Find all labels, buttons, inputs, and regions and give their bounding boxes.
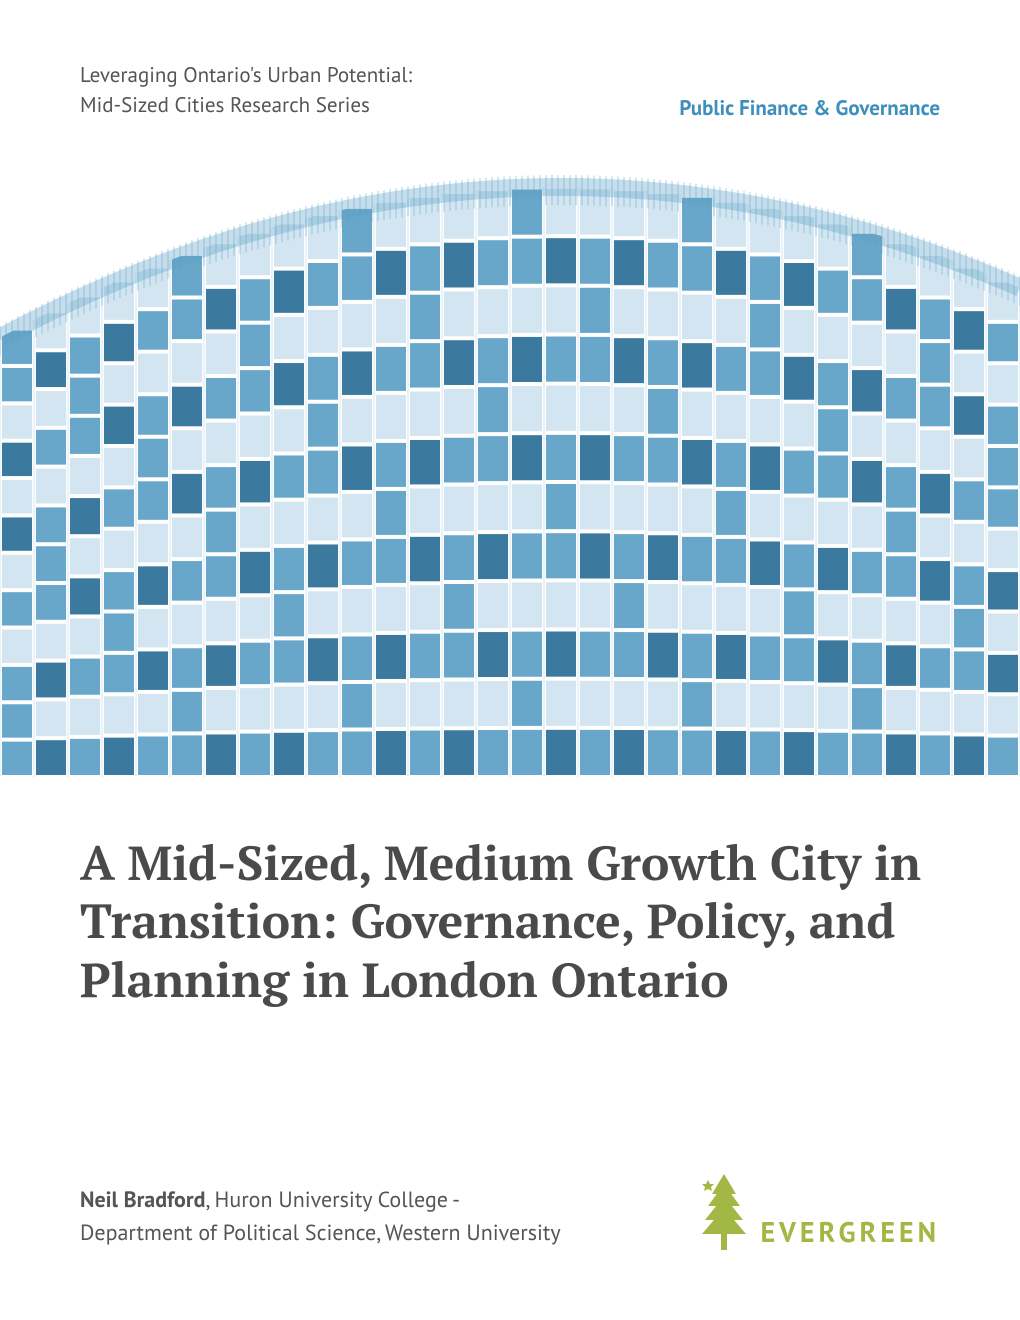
logo-text: EVERGREEN (760, 1213, 940, 1250)
header-row: Leveraging Ontario's Urban Potential: Mi… (80, 60, 940, 121)
evergreen-logo: EVERGREEN (698, 1172, 940, 1250)
footer-row: Neil Bradford, Huron University College … (80, 1172, 940, 1250)
page-title: A Mid-Sized, Medium Growth City in Trans… (80, 833, 940, 1009)
hero-image (0, 157, 1020, 777)
title-block: A Mid-Sized, Medium Growth City in Trans… (80, 833, 940, 1009)
author-affiliation-2: Department of Political Science, Western… (80, 1219, 561, 1247)
author-affiliation-1: , Huron University College - (205, 1186, 460, 1214)
author-block: Neil Bradford, Huron University College … (80, 1184, 561, 1250)
series-line-1: Leveraging Ontario's Urban Potential: (80, 60, 412, 90)
category-label: Public Finance & Governance (679, 94, 940, 121)
author-name: Neil Bradford (80, 1186, 205, 1214)
series-block: Leveraging Ontario's Urban Potential: Mi… (80, 60, 412, 121)
building-facade-illustration (0, 157, 1020, 777)
series-line-2: Mid-Sized Cities Research Series (80, 90, 412, 120)
pine-tree-icon (698, 1172, 750, 1250)
